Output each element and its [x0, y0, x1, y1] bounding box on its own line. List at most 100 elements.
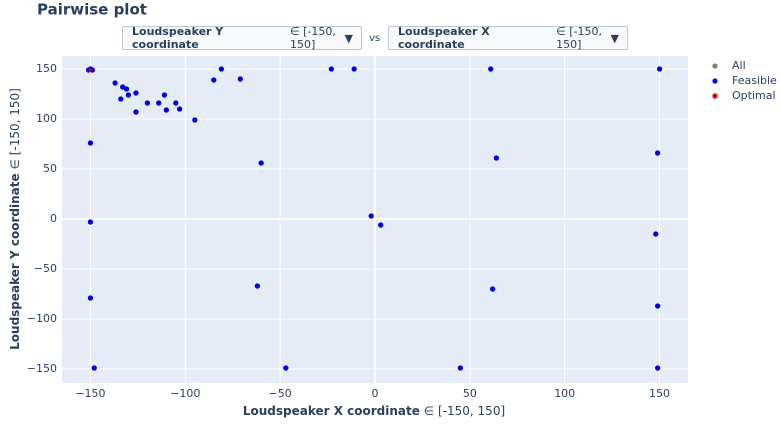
point [87, 140, 94, 146]
point [378, 222, 384, 228]
point [112, 80, 118, 86]
point [490, 286, 496, 292]
dropdown-range: ∈ [-150, 150] [289, 25, 336, 51]
point [211, 77, 217, 83]
point [173, 100, 179, 106]
plot-area [62, 56, 688, 383]
dropdown-range: ∈ [-150, 150] [556, 25, 602, 51]
x-axis-title: Loudspeaker X coordinate ∈ [-150, 150] [243, 404, 505, 418]
point [87, 295, 94, 301]
point [351, 66, 357, 72]
dropdown[interactable]: Loudspeaker X coordinate ∈ [-150, 150] ▼ [388, 25, 628, 51]
y-tick-label: 0 [50, 212, 57, 225]
y-axis-title: Loudspeaker Y coordinate ∈ [-150, 150] [8, 88, 22, 350]
point [488, 66, 494, 72]
point [656, 66, 663, 72]
dropdown-arrow: ▼ [610, 31, 619, 45]
point [125, 92, 131, 98]
legend-label: Feasible [732, 74, 777, 87]
point [177, 106, 183, 112]
point [118, 96, 124, 102]
point [655, 303, 661, 309]
point [87, 219, 94, 225]
point [493, 155, 500, 161]
dropdown[interactable]: Loudspeaker Y coordinate ∈ [-150, 150] ▼ [122, 25, 362, 51]
point [655, 303, 661, 309]
point [144, 100, 150, 106]
point [328, 66, 334, 72]
point [85, 67, 92, 73]
point [87, 66, 94, 72]
y-tick-label: 150 [36, 62, 57, 75]
point [655, 150, 661, 156]
point [258, 160, 264, 166]
x-tick-label: −100 [170, 387, 200, 400]
x-tick-label: −50 [269, 387, 292, 400]
point [173, 100, 179, 106]
point [655, 150, 661, 156]
legend-label: All [732, 59, 746, 72]
dropdown-label: Loudspeaker Y coordinate [132, 25, 224, 51]
y-axis-title-range: ∈ [-150, 150] [8, 88, 22, 169]
point [87, 140, 94, 146]
point [368, 213, 374, 219]
point [161, 92, 168, 98]
point [133, 109, 139, 115]
point [378, 222, 384, 228]
point [237, 76, 243, 82]
point [87, 219, 94, 225]
point [118, 96, 124, 102]
legend-marker [712, 63, 718, 69]
legend-marker [712, 78, 718, 84]
point [112, 80, 118, 86]
point [254, 283, 260, 289]
point [368, 213, 374, 219]
point [87, 66, 94, 72]
point [125, 92, 131, 98]
x-tick-label: 100 [554, 387, 575, 400]
point [161, 92, 168, 98]
point [211, 77, 217, 83]
y-tick-label: 100 [36, 112, 57, 125]
x-axis-title-range: ∈ [-150, 150] [424, 404, 505, 418]
point [655, 365, 661, 371]
point [218, 66, 224, 72]
point [120, 84, 126, 90]
x-tick-label: −150 [75, 387, 105, 400]
x-tick-label: 50 [463, 387, 477, 400]
point [133, 90, 139, 96]
point [87, 295, 94, 301]
point [156, 100, 162, 106]
chart-title: Pairwise plot [37, 1, 147, 19]
y-tick-label: 50 [43, 162, 57, 175]
point [156, 100, 162, 106]
point [177, 106, 183, 112]
legend-label: Optimal [732, 89, 776, 102]
y-tick-label: −150 [27, 362, 57, 375]
point [89, 67, 95, 73]
point [163, 107, 169, 113]
dropdown-label: Loudspeaker X coordinate [398, 25, 490, 51]
point [91, 365, 97, 371]
point [655, 365, 661, 371]
point [488, 66, 494, 72]
point [493, 155, 500, 161]
point [133, 90, 139, 96]
point [351, 66, 357, 72]
y-axis-title-name: Loudspeaker Y coordinate [8, 173, 22, 350]
point [457, 365, 463, 371]
x-tick-label: 150 [649, 387, 670, 400]
dropdown-arrow: ▼ [344, 31, 353, 45]
point [123, 86, 130, 92]
point [120, 84, 126, 90]
point [283, 365, 289, 371]
point [88, 68, 93, 72]
point [237, 76, 243, 82]
point [192, 117, 198, 123]
point [328, 66, 334, 72]
point [91, 365, 97, 371]
point [254, 283, 260, 289]
point [283, 365, 289, 371]
